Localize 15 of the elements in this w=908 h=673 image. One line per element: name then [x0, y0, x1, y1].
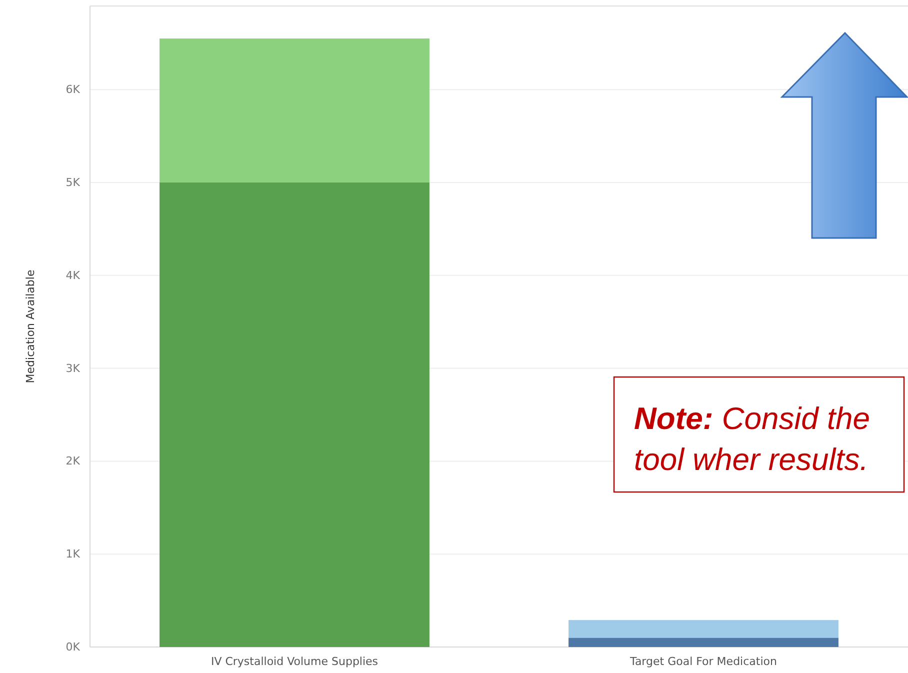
- bar: [568, 620, 838, 638]
- y-tick-label: 2K: [66, 454, 81, 468]
- y-tick-label: 1K: [66, 548, 81, 561]
- y-axis-title: Medication Available: [24, 270, 37, 384]
- y-tick-label: 3K: [66, 362, 81, 375]
- x-tick-label: Target Goal For Medication: [629, 654, 777, 668]
- x-tick-label: IV Crystalloid Volume Supplies: [210, 654, 378, 668]
- y-tick-label: 5K: [66, 176, 81, 190]
- bar: [568, 638, 838, 647]
- text: Note: Consid the tool wher results.: [634, 401, 870, 477]
- y-tick-label: 0K: [66, 640, 81, 654]
- y-tick-label: 6K: [66, 83, 81, 96]
- y-tick-label: 4K: [66, 268, 81, 282]
- bar: [160, 182, 430, 647]
- bar: [160, 38, 430, 183]
